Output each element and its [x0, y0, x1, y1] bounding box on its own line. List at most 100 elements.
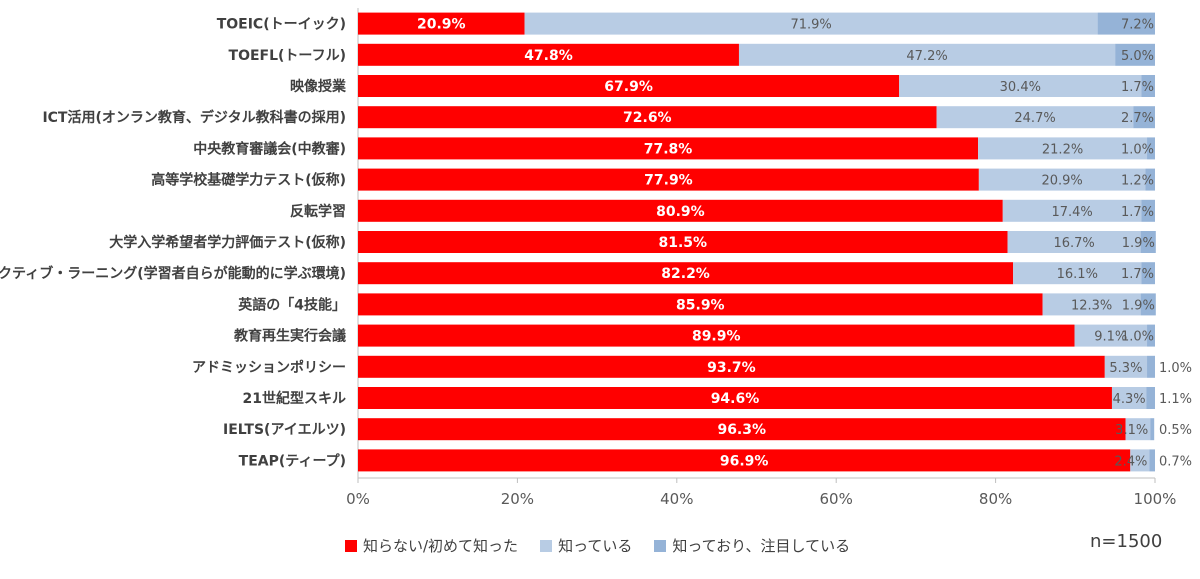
- category-label: 高等学校基礎学力テスト(仮称): [151, 172, 346, 189]
- x-tick-label: 0%: [346, 490, 370, 508]
- bar-segment-s2: [1141, 199, 1155, 222]
- bar-segment-s0: [358, 75, 900, 97]
- legend-item-known: 知っている: [540, 535, 632, 556]
- bar-segment-s1: [524, 12, 1098, 35]
- bar-segment-s0: [358, 43, 739, 66]
- data-label-s1: 30.4%: [1000, 80, 1041, 95]
- data-label-s0: 81.5%: [658, 235, 707, 251]
- data-label-s2: 1.7%: [1121, 80, 1154, 95]
- bar-segment-s0: [358, 106, 937, 129]
- data-label-s2: 1.9%: [1122, 298, 1155, 313]
- category-label: TOEFL(トーフル): [229, 48, 346, 64]
- legend-item-unknown: 知らない/初めて知った: [345, 535, 518, 556]
- sample-size-label: n=1500: [1090, 531, 1163, 552]
- legend-label-known: 知っている: [558, 537, 633, 555]
- data-label-s0: 20.9%: [417, 17, 466, 33]
- bar-segment-s0: [358, 355, 1105, 378]
- category-label: ICT活用(オンラン教育、デジタル教科書の採用): [42, 109, 346, 126]
- category-label: 教育再生実行会議: [234, 328, 346, 345]
- bar-segment-s2: [1147, 324, 1155, 347]
- bar-segment-s2: [1097, 12, 1155, 35]
- data-label-s2: 0.5%: [1159, 423, 1192, 438]
- category-label: 反転学習: [290, 203, 346, 220]
- legend-swatch-watching: [654, 539, 667, 552]
- data-label-s0: 72.6%: [623, 110, 672, 126]
- bar-segment-s1: [936, 106, 1134, 129]
- bar-segment-s2: [1150, 418, 1155, 441]
- x-tick-label: 80%: [979, 490, 1012, 508]
- data-label-s2: 7.2%: [1121, 18, 1154, 33]
- bar-segment-s2: [1147, 355, 1155, 378]
- bar-segment-s1: [1111, 387, 1147, 409]
- data-label-s2: 1.0%: [1121, 330, 1154, 345]
- data-label-s2: 0.7%: [1159, 454, 1192, 469]
- bar-segment-s2: [1141, 262, 1155, 285]
- category-label: TOEIC(トーイック): [217, 17, 346, 33]
- bar-segment-s2: [1145, 168, 1155, 191]
- data-label-s0: 47.8%: [524, 48, 573, 64]
- bar-segment-s1: [978, 137, 1148, 160]
- bar-segment-s2: [1147, 137, 1155, 160]
- bar-segment-s0: [358, 12, 525, 35]
- data-label-s1: 17.4%: [1051, 205, 1092, 220]
- category-label: アドミッションポリシー: [192, 359, 346, 376]
- data-label-s2: 1.0%: [1159, 361, 1192, 376]
- data-label-s0: 89.9%: [692, 329, 741, 345]
- data-label-s1: 71.9%: [790, 18, 831, 33]
- bar-segment-s1: [1007, 231, 1141, 253]
- data-label-s2: 2.7%: [1121, 111, 1154, 126]
- data-label-s1: 20.9%: [1041, 174, 1082, 189]
- x-tick-label: 20%: [501, 490, 534, 508]
- data-label-s0: 80.9%: [656, 204, 705, 220]
- data-label-s0: 96.9%: [720, 453, 769, 469]
- bar-segment-s1: [1074, 324, 1148, 347]
- data-label-s0: 67.9%: [604, 79, 653, 95]
- data-label-s1: 47.2%: [906, 49, 947, 64]
- data-label-s2: 1.9%: [1122, 236, 1155, 251]
- category-label: 21世紀型スキル: [243, 390, 346, 407]
- data-label-s1: 2.4%: [1114, 454, 1147, 469]
- bar-segment-s0: [358, 293, 1043, 316]
- data-label-s2: 1.7%: [1121, 205, 1154, 220]
- data-label-s1: 16.1%: [1057, 267, 1098, 282]
- category-label: 映像授業: [290, 78, 347, 95]
- data-label-s1: 21.2%: [1042, 142, 1083, 157]
- data-label-s1: 4.3%: [1113, 392, 1146, 407]
- legend: 知らない/初めて知った 知っている 知っており、注目している: [345, 535, 872, 556]
- bar-segment-s1: [1042, 293, 1141, 316]
- data-label-s1: 3.1%: [1115, 423, 1148, 438]
- bar-segment-s0: [358, 231, 1008, 253]
- bar-segment-s2: [1133, 106, 1155, 129]
- bar-segment-s1: [978, 168, 1146, 191]
- data-label-s0: 77.8%: [644, 141, 693, 157]
- data-label-s1: 9.1%: [1094, 330, 1127, 345]
- bar-segment-s1: [899, 75, 1142, 97]
- bar-segment-s2: [1141, 75, 1155, 97]
- x-tick-label: 100%: [1134, 490, 1177, 508]
- category-label: 中央教育審議会(中教審): [193, 140, 346, 157]
- data-label-s0: 82.2%: [661, 266, 710, 282]
- data-label-s2: 5.0%: [1121, 49, 1154, 64]
- bar-segment-s1: [1002, 199, 1142, 222]
- category-label: アクティブ・ラーニング(学習者自らが能動的に学ぶ環境): [0, 265, 346, 282]
- bar-segment-s1: [738, 43, 1116, 66]
- data-label-s2: 1.0%: [1121, 142, 1154, 157]
- data-label-s0: 85.9%: [676, 297, 725, 313]
- bar-segment-s1: [1130, 449, 1150, 472]
- bar-segment-s0: [358, 387, 1112, 409]
- category-label: 大学入学希望者学力評価テスト(仮称): [109, 234, 346, 251]
- bar-segment-s0: [358, 199, 1003, 222]
- data-label-s2: 1.7%: [1121, 267, 1154, 282]
- category-label: IELTS(アイエルツ): [223, 422, 346, 438]
- data-label-s2: 1.2%: [1121, 174, 1154, 189]
- category-label: TEAP(ティープ): [239, 453, 346, 469]
- bar-segment-s0: [358, 418, 1126, 441]
- legend-label-unknown: 知らない/初めて知った: [363, 537, 519, 555]
- data-label-s0: 93.7%: [707, 360, 756, 376]
- legend-swatch-unknown: [345, 539, 357, 552]
- category-label: 英語の「4技能」: [237, 296, 346, 313]
- bar-segment-s2: [1140, 231, 1156, 253]
- data-label-s2: 1.1%: [1159, 392, 1192, 407]
- data-label-s1: 5.3%: [1109, 361, 1142, 376]
